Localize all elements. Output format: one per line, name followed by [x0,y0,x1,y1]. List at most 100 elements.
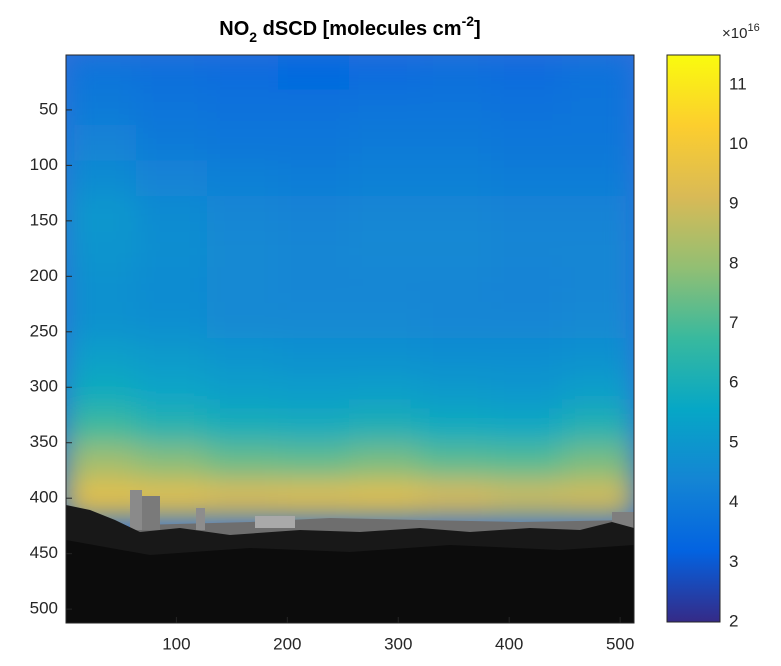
heatmap-cell [278,160,351,198]
building [196,508,205,530]
heatmap-cell [66,160,138,198]
heatmap [66,55,634,518]
heatmap-cell [562,302,634,340]
heatmap-cell [420,373,493,411]
plot-area [66,55,634,623]
y-tick-label: 200 [30,266,58,285]
colorbar-tick-label: 3 [729,552,738,571]
y-tick-label: 50 [39,99,58,118]
axes: 100 200 300 400 5005010015020025030035040045… [30,74,748,653]
heatmap-cell [278,444,351,482]
heatmap-cell [491,231,564,269]
heatmap-cell [136,231,209,269]
heatmap-cell [491,373,564,411]
title-part: 2 [249,29,257,45]
heatmap-cell [207,373,280,411]
heatmap-cell [66,55,138,92]
y-tick-label: 150 [30,210,58,229]
heatmap-cell [66,196,138,234]
heatmap-cell [491,160,564,198]
heatmap-cell [420,444,493,482]
building [255,516,295,528]
x-tick-label: 400 [495,634,523,653]
heatmap-cell [491,196,564,234]
heatmap-cell [420,302,493,340]
heatmap-cell [349,444,422,482]
y-tick-label: 350 [30,432,58,451]
building [142,496,160,530]
colorbar [666,54,721,623]
heatmap-cell [66,302,138,340]
title-part: dSCD [molecules cm [257,18,462,40]
heatmap-cell [66,373,138,411]
heatmap-cell [349,196,422,234]
heatmap-cell [136,125,209,163]
axes-box [65,54,635,624]
heatmap-cell [278,55,351,92]
colorbar-tick-label: 5 [729,432,738,451]
exponent-power: 16 [747,22,759,34]
colorbar-tick-label: 4 [729,492,738,511]
heatmap-cell [349,55,422,92]
heatmap-cell [66,338,138,376]
x-tick-label: 300 [384,634,412,653]
heatmap-cell [562,338,634,376]
heatmap-cell [562,480,634,518]
heatmap-cell [562,125,634,163]
heatmap-cell [136,444,209,482]
heatmap-cell [136,196,209,234]
heatmap-cell [207,302,280,340]
heatmap-cell [136,409,209,447]
heatmap-cell [420,125,493,163]
heatmap-cell [349,125,422,163]
heatmap-cell [136,89,209,127]
heatmap-cell [562,55,634,92]
heatmap-cell [491,480,564,518]
heatmap-cell [349,338,422,376]
x-tick-label: 500 [606,634,634,653]
heatmap-cell [562,160,634,198]
heatmap-cell [136,55,209,92]
heatmap-cell [207,267,280,305]
heatmap-cell [562,409,634,447]
colorbar-tick-label: 6 [729,373,738,392]
heatmap-cell [136,160,209,198]
heatmap-cell [491,89,564,127]
heatmap-cell [207,196,280,234]
y-tick-label: 450 [30,543,58,562]
y-tick-label: 400 [30,488,58,507]
y-tick-label: 500 [30,599,58,618]
heatmap-cell [207,409,280,447]
heatmap-cell [207,338,280,376]
heatmap-cell [136,373,209,411]
heatmap-cell [349,160,422,198]
heatmap-cell [349,373,422,411]
heatmap-cell [278,267,351,305]
colorbar-tick-label: 2 [729,611,738,630]
title-part: -2 [462,13,475,29]
chart-title: NO2 dSCD [molecules cm-2] [219,13,480,45]
heatmap-cell [207,125,280,163]
heatmap-cell [349,89,422,127]
heatmap-cell [207,231,280,269]
heatmap-cell [562,267,634,305]
heatmap-cell [278,89,351,127]
colorbar-tick-label: 11 [729,74,747,93]
heatmap-cell [562,196,634,234]
colorbar-tick-label: 9 [729,194,738,213]
exponent-base: ×10 [722,25,747,42]
heatmap-cell [66,267,138,305]
skyline [66,490,634,623]
heatmap-cell [562,89,634,127]
heatmap-cell [349,480,422,518]
heatmap-cell [349,409,422,447]
heatmap-cell [491,125,564,163]
heatmap-cell [136,338,209,376]
title-part: ] [474,18,481,40]
heatmap-cell [278,409,351,447]
heatmap-cell [66,125,138,163]
y-tick-label: 250 [30,321,58,340]
heatmap-cell [420,55,493,92]
heatmap-cell [491,338,564,376]
colorbar-tick-label: 8 [729,253,738,272]
